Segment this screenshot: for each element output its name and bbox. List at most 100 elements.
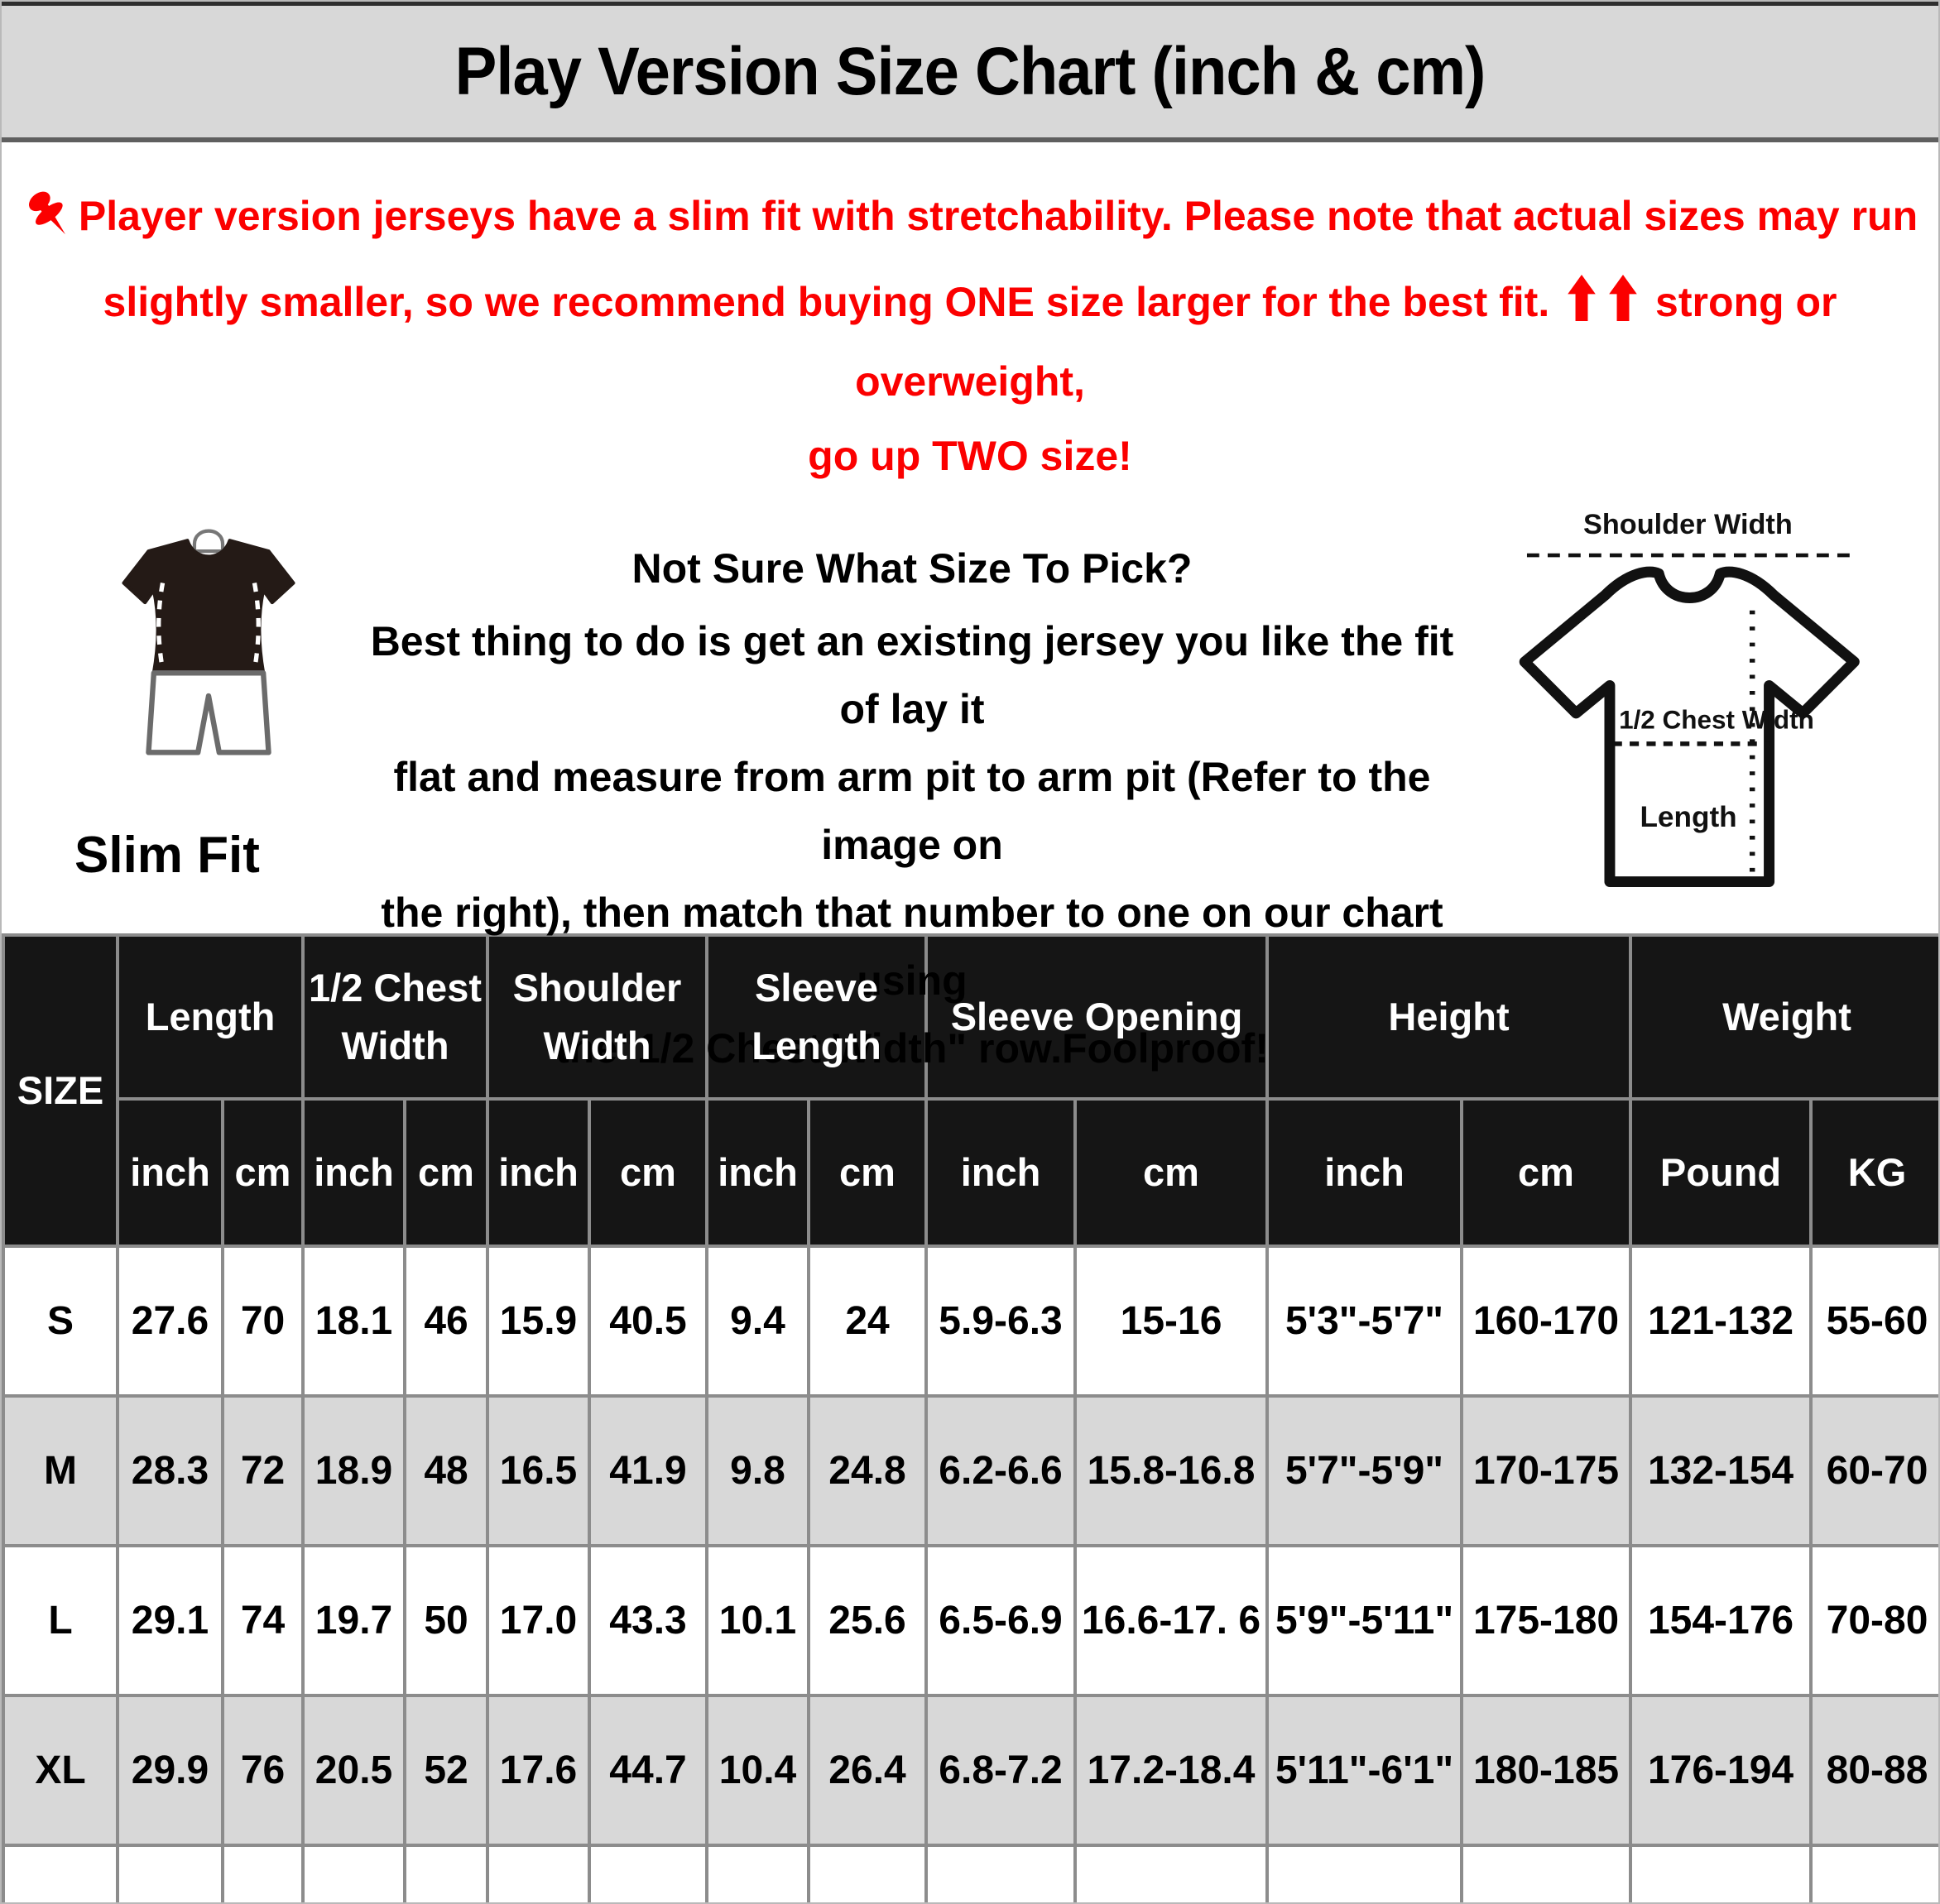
value-cell: 6.8-7.2: [924, 1694, 1078, 1847]
column-group-header: Sleeve Opening: [924, 933, 1270, 1101]
title-bar: Play Version Size Chart (inch & cm): [2, 2, 1938, 142]
guide-line: the"1/2 Chest Width" row.Foolproof!: [555, 1025, 1269, 1072]
pushpin-icon: [22, 187, 77, 265]
length-label: Length: [1640, 801, 1736, 833]
value-cell: 41.9: [588, 1394, 709, 1547]
value-cell: 7.2-7.6: [924, 1844, 1078, 1902]
value-cell: 9.8: [705, 1394, 811, 1547]
value-cell: 24: [807, 1245, 929, 1398]
unit-header: inch: [301, 1097, 407, 1248]
size-cell: L: [2, 1544, 119, 1697]
unit-header: inch: [924, 1097, 1078, 1248]
value-cell: 52: [403, 1694, 490, 1847]
value-cell: 72: [220, 1394, 305, 1547]
value-cell: 46.1: [588, 1844, 709, 1902]
size-guide-text: Not Sure What Size To Pick? Best thing t…: [366, 505, 1458, 1072]
value-cell: 5'3"-5'7": [1265, 1245, 1464, 1398]
notice-text-2a: slightly smaller, so we recommend buying…: [103, 279, 1550, 325]
table-subheader-row: inch cm inch cm inch cm inch cm inch cm …: [3, 1097, 1938, 1248]
unit-header: cm: [588, 1097, 709, 1248]
value-cell: 18.1: [301, 1245, 407, 1398]
value-cell: 80-88: [1809, 1694, 1938, 1847]
unit-header: inch: [486, 1097, 592, 1248]
value-cell: 154-176: [1629, 1544, 1813, 1697]
value-cell: 70: [220, 1245, 305, 1398]
value-cell: 16.6-17. 6: [1073, 1544, 1270, 1697]
value-cell: 26.4: [807, 1694, 929, 1847]
value-cell: 76: [220, 1694, 305, 1847]
value-cell: 17.6: [486, 1694, 592, 1847]
value-cell: 15.9: [486, 1245, 592, 1398]
value-cell: 6.2-6.6: [924, 1394, 1078, 1547]
value-cell: 9.4: [705, 1245, 811, 1398]
column-group-header: Shoulder Width: [486, 933, 709, 1101]
unit-header: inch: [116, 1097, 224, 1248]
notice-line-3: go up TWO size!: [808, 433, 1132, 479]
column-group-header: Length: [115, 933, 305, 1101]
slim-fit-figure: Slim Fit: [51, 505, 366, 912]
value-cell: 15.8-16.8: [1073, 1394, 1270, 1547]
value-cell: 29.1: [116, 1544, 224, 1697]
size-table: SIZE Length 1/2 Chest Width Shoulder Wid…: [2, 933, 1938, 1902]
value-cell: 24.8: [807, 1394, 929, 1547]
value-cell: 88-92: [1809, 1844, 1938, 1902]
fit-notice: Player version jerseys have a slim fit w…: [2, 179, 1938, 493]
value-cell: 18.1: [486, 1844, 592, 1902]
middle-section: Slim Fit Not Sure What Size To Pick? Bes…: [2, 493, 1938, 1072]
value-cell: 5.9-6.3: [924, 1245, 1078, 1398]
value-cell: 15-16: [1073, 1245, 1270, 1398]
unit-header: cm: [403, 1097, 490, 1248]
value-cell: 121-132: [1629, 1245, 1813, 1398]
page-title: Play Version Size Chart (inch & cm): [454, 33, 1486, 110]
unit-header: cm: [1073, 1097, 1270, 1248]
unit-header: inch: [1265, 1097, 1464, 1248]
value-cell: 6'1"-6'2": [1265, 1844, 1464, 1902]
notice-text-1: Player version jerseys have a slim fit w…: [78, 193, 1918, 239]
column-group-header: Height: [1265, 933, 1633, 1101]
value-cell: 20.5: [301, 1694, 407, 1847]
unit-header: inch: [705, 1097, 811, 1248]
value-cell: 40.5: [588, 1245, 709, 1398]
table-header-row: SIZE Length 1/2 Chest Width Shoulder Wid…: [2, 933, 1938, 1248]
value-cell: 10.4: [705, 1694, 811, 1847]
value-cell: 10.1: [705, 1544, 811, 1697]
guide-heading: Not Sure What Size To Pick?: [631, 545, 1193, 592]
value-cell: 170-175: [1460, 1394, 1633, 1547]
unit-header: Pound: [1629, 1097, 1813, 1248]
size-column-header: SIZE: [2, 933, 119, 1248]
unit-header: cm: [1460, 1097, 1633, 1248]
value-cell: 74: [220, 1544, 305, 1697]
table-row: XXL 30.7 78 21.3 54 18.1 46.1 10.7 27.2 …: [2, 1844, 1938, 1902]
shoulder-width-label: Shoulder Width: [1583, 509, 1793, 540]
value-cell: 185-188: [1460, 1844, 1633, 1902]
column-group-header: Weight: [1629, 933, 1938, 1101]
value-cell: 5'9"-5'11": [1265, 1544, 1464, 1697]
value-cell: 78: [220, 1844, 305, 1902]
column-group-header: Sleeve Length: [705, 933, 929, 1101]
slim-fit-illustration-icon: [122, 529, 295, 755]
value-cell: 17.0: [486, 1544, 592, 1697]
up-arrow-icon: [1609, 270, 1637, 344]
value-cell: 5'7"-5'9": [1265, 1394, 1464, 1547]
value-cell: 50: [403, 1544, 490, 1697]
guide-line: flat and measure from arm pit to arm pit…: [393, 754, 1431, 868]
value-cell: 60-70: [1809, 1394, 1938, 1547]
size-cell: S: [2, 1245, 119, 1398]
value-cell: 29.9: [116, 1694, 224, 1847]
chest-width-label: 1/2 Chest Width: [1619, 705, 1814, 734]
size-cell: XXL: [2, 1844, 119, 1902]
notice-text-2b: strong or overweight,: [855, 279, 1837, 405]
value-cell: 55-60: [1809, 1245, 1938, 1398]
value-cell: 18.9: [301, 1394, 407, 1547]
value-cell: 25.6: [807, 1544, 929, 1697]
value-cell: 48: [403, 1394, 490, 1547]
value-cell: 30.7: [116, 1844, 224, 1902]
value-cell: 46: [403, 1245, 490, 1398]
value-cell: 70-80: [1809, 1544, 1938, 1697]
value-cell: 21.3: [301, 1844, 407, 1902]
value-cell: 17.2-18.4: [1073, 1694, 1270, 1847]
table-row: M 28.3 72 18.9 48 16.5 41.9 9.8 24.8 6.2…: [2, 1394, 1938, 1547]
guide-line: Best thing to do is get an existing jers…: [370, 618, 1454, 732]
value-cell: 180-185: [1460, 1694, 1633, 1847]
value-cell: 27.6: [116, 1245, 224, 1398]
